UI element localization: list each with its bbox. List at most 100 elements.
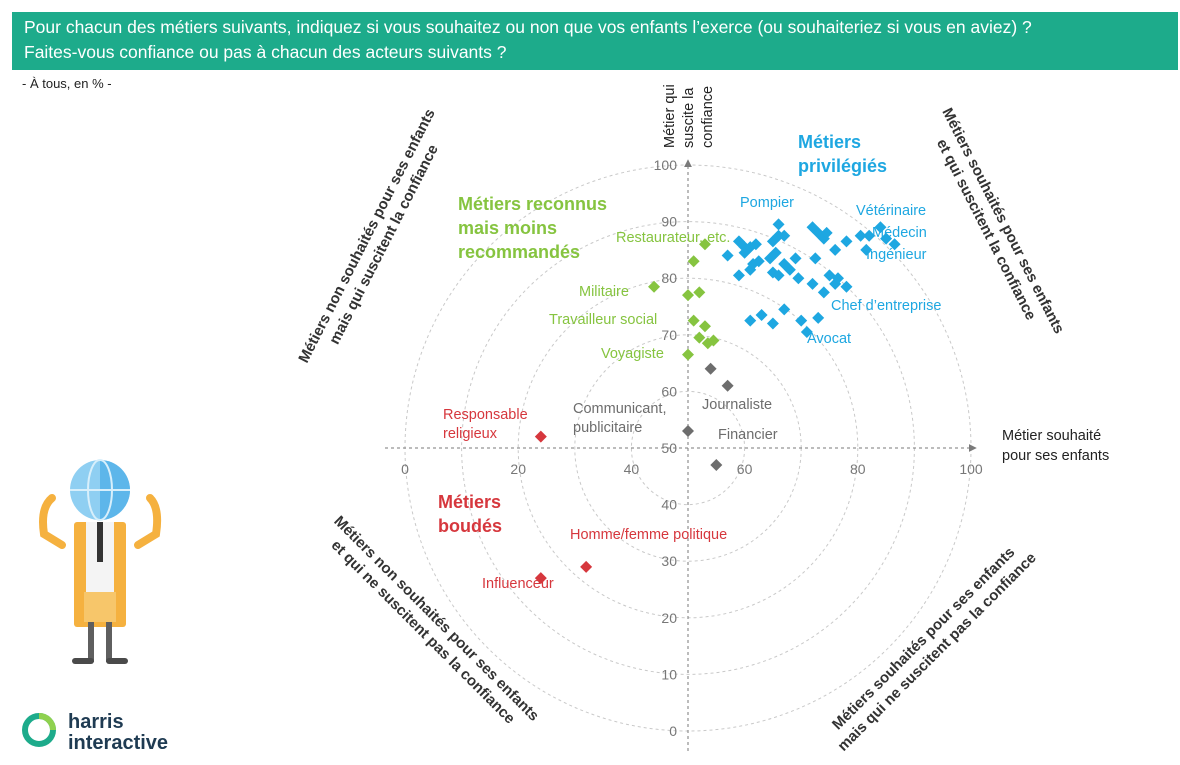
quadrant-label: Métiers non souhaités pour ses enfantset… [328, 513, 543, 728]
quadrant-label-line: mais qui ne suscitent pas la confiance [834, 549, 1039, 754]
y-tick-label: 50 [661, 440, 677, 456]
data-point [817, 286, 830, 299]
point-label: Vétérinaire [856, 203, 926, 219]
data-point [744, 314, 757, 327]
y-tick-label: 60 [661, 383, 677, 399]
group-title: mais moins [458, 218, 557, 238]
point-label: Voyagiste [601, 346, 664, 362]
group-title: Métiers [798, 132, 861, 152]
data-point [732, 269, 745, 282]
data-point [783, 263, 796, 276]
quadrant-label-line: et qui suscitent la confiance [933, 136, 1039, 323]
y-tick-label: 10 [661, 666, 677, 682]
quadrant-label: Métiers non souhaités pour ses enfantsma… [295, 106, 442, 365]
point-label: Homme/femme politique [570, 527, 727, 543]
data-point [710, 458, 723, 471]
x-tick-label: 0 [401, 461, 409, 477]
data-point [806, 277, 819, 290]
point-label: publicitaire [573, 420, 642, 436]
question-line-1: Pour chacun des métiers suivants, indiqu… [24, 17, 1032, 37]
data-point [704, 362, 717, 375]
point-label: Médecin [872, 225, 927, 241]
data-point [800, 325, 813, 338]
data-point [534, 430, 547, 443]
data-point [682, 289, 694, 302]
data-point [812, 311, 825, 324]
title-banner: Pour chacun des métiers suivants, indiqu… [12, 12, 1178, 70]
data-point [698, 320, 711, 333]
point-label: Militaire [579, 284, 629, 300]
data-point [809, 252, 822, 265]
data-point [766, 317, 779, 330]
point-label: Ingénieur [866, 247, 927, 263]
quadrant-label-line: Métiers souhaités pour ses enfants [938, 105, 1067, 336]
data-point [778, 303, 791, 316]
y-axis-title: Métier qui [662, 84, 678, 148]
point-label: Journaliste [702, 397, 772, 413]
y-tick-label: 100 [654, 157, 678, 173]
logo-line-1: harris [68, 711, 124, 733]
data-point [880, 232, 893, 245]
data-point [863, 229, 876, 242]
data-point [721, 379, 734, 392]
point-label: Financier [718, 427, 778, 443]
data-point [687, 255, 700, 268]
data-point [534, 572, 547, 585]
x-tick-label: 60 [737, 461, 753, 477]
data-point [789, 252, 802, 265]
data-points [534, 218, 901, 585]
x-tick-label: 100 [959, 461, 983, 477]
data-point [698, 238, 711, 251]
group-title: Métiers reconnus [458, 194, 607, 214]
data-point [795, 314, 808, 327]
data-point [648, 280, 661, 293]
axes [385, 159, 977, 751]
data-point [854, 229, 867, 242]
data-point [831, 272, 844, 285]
data-point [764, 252, 777, 265]
group-title: privilégiés [798, 156, 887, 176]
quadrant-label-line: Métiers souhaités pour ses enfants [829, 544, 1018, 733]
point-labels: Pompier Vétérinaire Médecin Ingénieur Chef d… [443, 195, 941, 592]
data-point [772, 269, 785, 282]
person-illustration [39, 459, 162, 664]
y-tick-label: 70 [661, 327, 677, 343]
x-axis-title: pour ses enfants [1002, 448, 1109, 464]
data-point [792, 272, 805, 285]
point-label: Pompier [740, 195, 794, 211]
tick-labels: 0 20 40 60 80 100 0 10 20 30 40 60 70 80 90 100 50 [401, 157, 983, 739]
group-title: Métiers [438, 492, 501, 512]
group-title: recommandés [458, 242, 580, 262]
data-point [769, 246, 782, 259]
logo-line-2: interactive [68, 732, 168, 754]
data-point [693, 331, 706, 344]
point-label: Responsable [443, 407, 528, 423]
x-tick-label: 40 [624, 461, 640, 477]
point-label: religieux [443, 426, 498, 442]
y-tick-label: 0 [669, 723, 677, 739]
y-tick-label: 80 [661, 270, 677, 286]
question-line-2: Faites-vous confiance ou pas à chacun de… [24, 42, 507, 62]
data-point [580, 560, 593, 573]
point-label: Communicant, [573, 401, 666, 417]
point-label: Influenceur [482, 576, 554, 592]
x-tick-label: 80 [850, 461, 866, 477]
point-label: Chef d’entreprise [831, 298, 941, 314]
quadrant-label-line: et qui ne suscitent pas la confiance [328, 537, 519, 728]
group-title: boudés [438, 516, 502, 536]
y-tick-label: 20 [661, 610, 677, 626]
data-point [840, 235, 853, 248]
data-point [874, 221, 887, 234]
y-tick-label: 40 [661, 497, 677, 513]
data-point [749, 238, 762, 251]
data-point [693, 286, 706, 299]
data-point [860, 243, 873, 256]
x-axis-title: Métier souhaité [1002, 428, 1101, 444]
y-tick-label: 30 [661, 553, 677, 569]
data-point [687, 314, 700, 327]
data-point [778, 229, 791, 242]
point-label: Travailleur social [549, 312, 657, 328]
